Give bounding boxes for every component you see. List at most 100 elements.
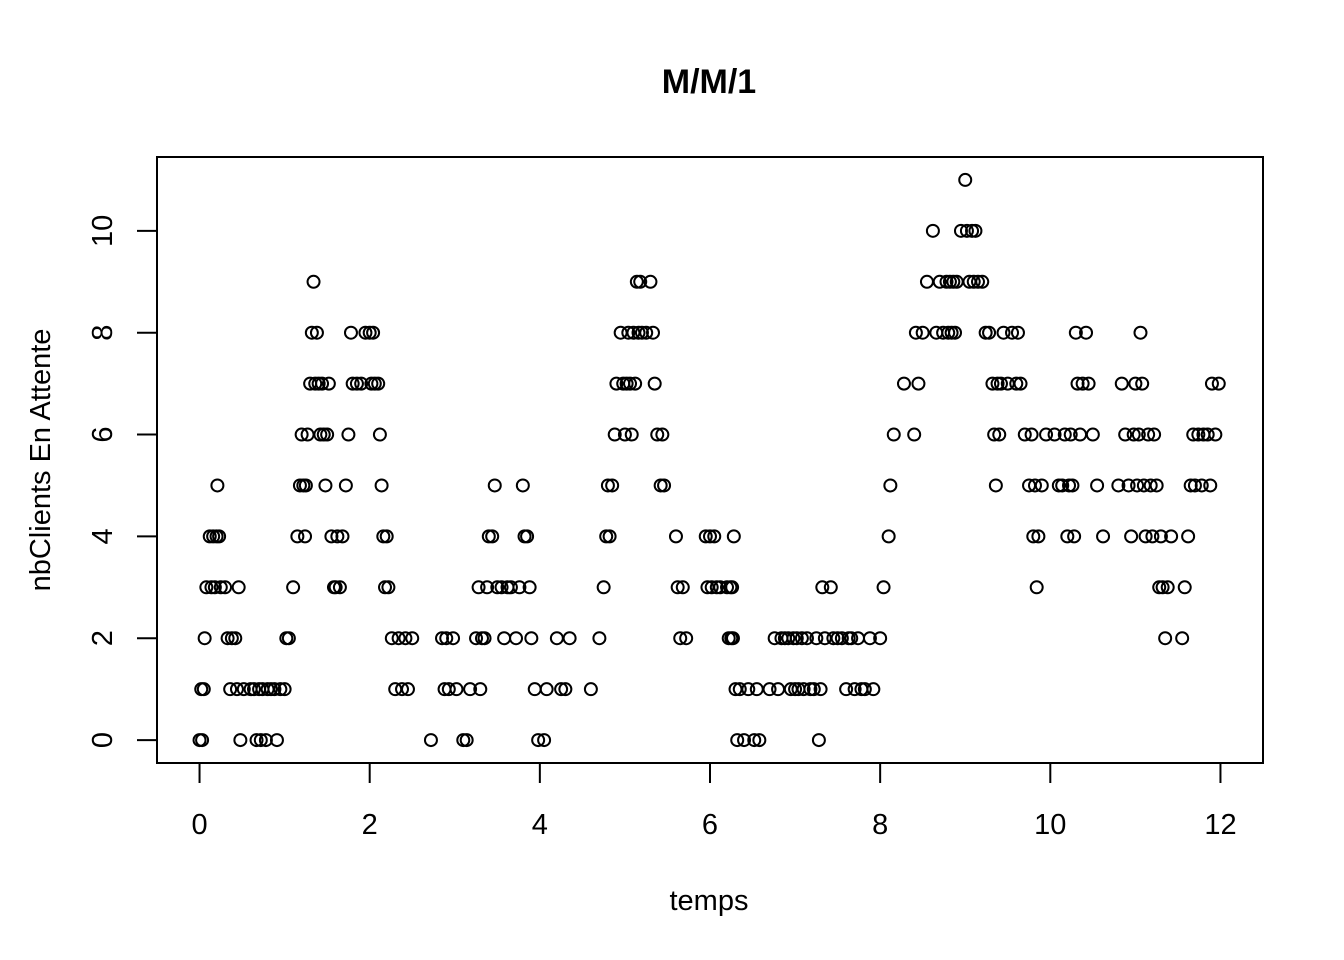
- data-point: [605, 478, 620, 493]
- data-point: [290, 529, 305, 544]
- data-point: [698, 529, 713, 544]
- data-point: [970, 274, 985, 289]
- data-point: [643, 274, 658, 289]
- data-point: [463, 682, 478, 697]
- data-point: [813, 682, 828, 697]
- data-point: [354, 376, 369, 391]
- data-point: [639, 325, 654, 340]
- data-point: [343, 325, 358, 340]
- data-point: [321, 376, 336, 391]
- data-point: [371, 376, 386, 391]
- y-tick-label: 2: [87, 630, 119, 646]
- data-point: [400, 682, 415, 697]
- data-point: [562, 631, 577, 646]
- data-point: [520, 529, 535, 544]
- data-point: [657, 478, 672, 493]
- data-point: [1131, 427, 1146, 442]
- data-point: [737, 733, 752, 748]
- data-point: [358, 325, 373, 340]
- y-tick-label: 8: [87, 325, 119, 341]
- data-point: [1164, 529, 1179, 544]
- data-point: [919, 274, 934, 289]
- data-point: [195, 733, 210, 748]
- data-point: [213, 580, 228, 595]
- data-point: [381, 580, 396, 595]
- data-point: [670, 580, 685, 595]
- data-point: [809, 631, 824, 646]
- data-point: [298, 478, 313, 493]
- data-point: [294, 427, 309, 442]
- data-point: [866, 682, 881, 697]
- data-point: [318, 478, 333, 493]
- data-point: [985, 376, 1000, 391]
- data-point: [730, 733, 745, 748]
- data-point: [503, 580, 518, 595]
- data-point: [1039, 427, 1054, 442]
- data-point: [907, 427, 922, 442]
- data-point: [996, 325, 1011, 340]
- data-point: [341, 427, 356, 442]
- x-tick-label: 10: [1034, 809, 1066, 841]
- data-point: [1204, 376, 1219, 391]
- data-point: [592, 631, 607, 646]
- data-point: [269, 733, 284, 748]
- data-point: [338, 478, 353, 493]
- data-point: [1085, 427, 1100, 442]
- data-point: [459, 733, 474, 748]
- data-point: [509, 631, 524, 646]
- data-point: [1013, 376, 1028, 391]
- x-tick-label: 0: [191, 809, 207, 841]
- data-point: [650, 427, 665, 442]
- data-point: [732, 682, 747, 697]
- data-point: [725, 580, 740, 595]
- data-point: [1155, 580, 1170, 595]
- data-point: [741, 682, 756, 697]
- data-point: [384, 631, 399, 646]
- data-point: [298, 529, 313, 544]
- data-point: [398, 631, 413, 646]
- data-point: [815, 580, 830, 595]
- data-point: [524, 631, 539, 646]
- data-point: [988, 478, 1003, 493]
- data-point: [752, 733, 767, 748]
- data-point: [623, 376, 638, 391]
- data-point: [549, 631, 564, 646]
- data-point: [958, 172, 973, 187]
- data-point: [1149, 478, 1164, 493]
- data-point: [982, 325, 997, 340]
- data-point: [1114, 376, 1129, 391]
- data-point: [1063, 427, 1078, 442]
- data-point: [233, 733, 248, 748]
- data-point: [512, 580, 527, 595]
- data-point: [1135, 376, 1150, 391]
- plot-frame: [156, 156, 1264, 764]
- data-point: [596, 580, 611, 595]
- data-point: [477, 631, 492, 646]
- data-point: [345, 376, 360, 391]
- data-point: [531, 733, 546, 748]
- data-point: [1060, 529, 1075, 544]
- data-point: [196, 682, 211, 697]
- data-point: [439, 631, 454, 646]
- data-point: [987, 427, 1002, 442]
- data-point: [911, 376, 926, 391]
- y-tick-label: 4: [87, 528, 119, 544]
- data-point: [1143, 478, 1158, 493]
- data-point: [228, 631, 243, 646]
- data-point: [948, 325, 963, 340]
- data-point: [1203, 478, 1218, 493]
- data-point: [1211, 376, 1226, 391]
- data-point: [857, 682, 872, 697]
- data-point: [1081, 376, 1096, 391]
- data-point: [1194, 478, 1209, 493]
- data-point: [335, 529, 350, 544]
- data-point: [1121, 478, 1136, 493]
- y-axis-label: nbClients En Attente: [25, 329, 57, 592]
- data-point: [806, 682, 821, 697]
- data-point: [1005, 325, 1020, 340]
- data-point: [834, 631, 849, 646]
- data-point: [1067, 529, 1082, 544]
- data-point: [231, 580, 246, 595]
- data-point: [925, 223, 940, 238]
